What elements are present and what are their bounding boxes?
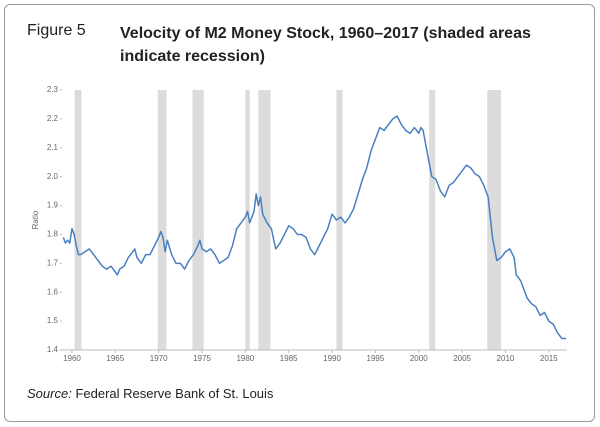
x-tick-label: 1990 — [323, 354, 341, 363]
x-tick-label: 1960 — [63, 354, 81, 363]
y-tick-label: 2.2 — [47, 114, 59, 123]
x-tick-label: 1970 — [150, 354, 168, 363]
recession-band — [192, 90, 204, 350]
recession-band — [157, 90, 167, 350]
recession-band — [429, 90, 436, 350]
y-tick-label: 1.8 — [47, 230, 59, 239]
source: Source: Federal Reserve Bank of St. Loui… — [27, 386, 273, 401]
y-tick-label: 1.5 — [47, 316, 59, 325]
recession-band — [336, 90, 343, 350]
y-axis-label: Ratio — [31, 210, 40, 229]
x-tick-label: 2000 — [410, 354, 428, 363]
x-tick-label: 1975 — [193, 354, 211, 363]
y-tick-label: 2.1 — [47, 143, 59, 152]
source-label: Source: — [27, 386, 72, 401]
x-tick-label: 1980 — [236, 354, 254, 363]
recession-band — [487, 90, 502, 350]
x-tick-label: 1995 — [367, 354, 385, 363]
y-tick-label: 1.6 — [47, 287, 59, 296]
recession-band — [245, 90, 250, 350]
y-tick-label: 2.3 — [47, 85, 59, 94]
x-tick-label: 2010 — [497, 354, 515, 363]
x-tick-label: 1985 — [280, 354, 298, 363]
chart-title: Velocity of M2 Money Stock, 1960–2017 (s… — [120, 25, 531, 65]
y-tick-label: 2.0 — [47, 172, 59, 181]
y-tick-label: 1.7 — [47, 258, 59, 267]
y-tick-label: 1.9 — [47, 201, 59, 210]
figure-label: Figure 5 — [27, 22, 86, 39]
recession-band — [258, 90, 271, 350]
recession-band — [74, 90, 82, 350]
figure-frame — [4, 4, 595, 422]
series-line — [62, 115, 567, 340]
x-tick-label: 1965 — [106, 354, 124, 363]
source-text: Federal Reserve Bank of St. Louis — [75, 386, 274, 401]
x-tick-label: 2005 — [453, 354, 471, 363]
y-tick-label: 1.4 — [47, 345, 59, 354]
x-tick-label: 2015 — [540, 354, 558, 363]
